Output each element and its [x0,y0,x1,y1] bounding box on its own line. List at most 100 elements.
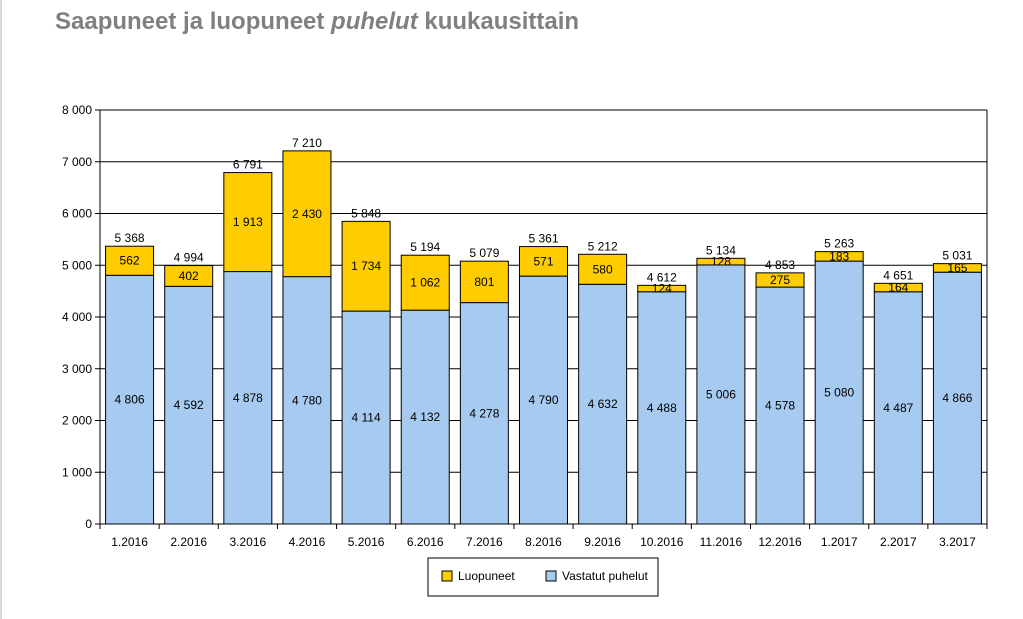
bar-label-luopuneet: 183 [829,249,849,263]
x-tick-label: 9.2016 [584,535,621,549]
bar-vastatut [814,260,864,525]
x-tick-label: 12.2016 [758,535,802,549]
y-tick-label: 4 000 [62,310,92,324]
bar-luopuneet [164,265,214,287]
bar-label-luopuneet: 562 [120,254,140,268]
bar-luopuneet [341,220,391,312]
bar-label-luopuneet: 165 [947,261,967,275]
bar-vastatut [400,309,450,525]
bar-label-luopuneet: 580 [593,262,613,276]
bar-vastatut [341,310,391,525]
bar-total-label: 6 791 [233,158,263,172]
bar-luopuneet [519,246,568,277]
x-tick-label: 6.2016 [407,535,444,549]
y-tick-label: 8 000 [62,103,92,117]
bar-total-label: 7 210 [292,136,322,150]
bar-luopuneet [637,284,687,293]
bar-luopuneet [578,253,628,285]
chart-title-part-1: Saapuneet ja luopuneet [55,8,332,35]
bar-vastatut [578,283,628,525]
legend-swatch [545,570,557,582]
bar-label-luopuneet: 1 062 [410,276,440,290]
bar-label-vastatut: 4 114 [352,411,381,425]
bar-luopuneet [873,282,923,293]
bar-label-luopuneet: 1 913 [233,215,263,229]
x-tick-label: 10.2016 [640,535,684,549]
x-tick-label: 1.2017 [821,535,858,549]
bar-label-vastatut: 4 878 [233,391,263,405]
bar-label-vastatut: 4 866 [942,391,972,405]
bar-total-label: 5 031 [942,249,972,263]
x-tick-label: 2.2017 [880,535,917,549]
bar-total-label: 5 079 [469,246,499,260]
y-tick-label: 1 000 [62,465,92,479]
bar-luopuneet [105,245,155,276]
legend-label: Luopuneet [458,569,515,583]
bar-luopuneet [755,272,805,288]
bar-label-vastatut: 4 278 [469,406,499,420]
bar-label-vastatut: 4 780 [292,393,322,407]
y-tick-label: 2 000 [62,414,92,428]
x-tick-label: 1.2016 [111,535,148,549]
bar-label-vastatut: 4 806 [115,393,145,407]
bar-total-label: 5 368 [115,231,145,245]
y-tick-label: 6 000 [62,207,92,221]
bar-luopuneet [696,257,746,266]
bar-total-label: 4 994 [174,251,204,265]
bar-vastatut [932,271,982,525]
bar-label-vastatut: 4 632 [588,397,618,411]
y-tick-label: 7 000 [62,155,92,169]
x-tick-label: 7.2016 [466,535,503,549]
bar-vastatut [637,291,687,525]
bar-luopuneet [932,263,982,273]
bar-vastatut [459,302,509,525]
page-left-border [0,0,2,619]
bar-label-vastatut: 4 488 [647,401,677,415]
chart-title-part-3: kuukausittain [417,8,580,35]
bar-vastatut [873,291,923,525]
x-tick-label: 8.2016 [525,535,562,549]
bar-label-luopuneet: 2 430 [292,207,322,221]
bar-total-label: 5 194 [410,240,440,254]
x-tick-label: 3.2016 [229,535,266,549]
bar-vastatut [519,275,568,525]
bar-vastatut [755,286,805,525]
legend-label: Vastatut puhelut [562,569,649,583]
bar-label-luopuneet: 275 [770,273,790,287]
bar-total-label: 5 134 [706,243,736,257]
bar-label-luopuneet: 164 [888,281,908,295]
bar-luopuneet [223,172,273,273]
bar-luopuneet [459,260,509,304]
bar-label-vastatut: 4 592 [174,398,204,412]
legend-box [427,557,659,597]
bar-luopuneet [282,150,332,278]
bar-total-label: 4 612 [647,270,677,284]
chart-title: Saapuneet ja luopuneet puhelut kuukausit… [55,8,579,36]
bar-vastatut [696,264,746,525]
x-tick-label: 4.2016 [289,535,326,549]
x-tick-label: 5.2016 [348,535,385,549]
bar-total-label: 4 853 [765,258,795,272]
bar-label-vastatut: 4 790 [528,393,558,407]
bar-label-vastatut: 5 080 [824,386,854,400]
x-tick-label: 11.2016 [700,535,743,549]
bar-vastatut [282,276,332,525]
legend-swatch [441,570,453,582]
bar-label-luopuneet: 402 [179,269,199,283]
y-tick-label: 0 [85,517,92,531]
bar-total-label: 5 263 [824,237,854,251]
chart-title-part-2: puhelut [331,8,418,35]
x-tick-label: 3.2017 [939,535,976,549]
bar-vastatut [105,274,155,525]
bar-total-label: 5 848 [351,206,381,220]
bar-vastatut [223,271,273,525]
bar-total-label: 4 651 [883,268,913,282]
bar-label-luopuneet: 128 [711,255,731,269]
bar-total-label: 5 361 [528,232,558,246]
x-tick-label: 2.2016 [170,535,207,549]
bar-vastatut [164,285,214,525]
bar-label-vastatut: 4 578 [765,399,795,413]
bar-total-label: 5 212 [588,239,618,253]
bar-label-luopuneet: 1 734 [351,259,381,273]
